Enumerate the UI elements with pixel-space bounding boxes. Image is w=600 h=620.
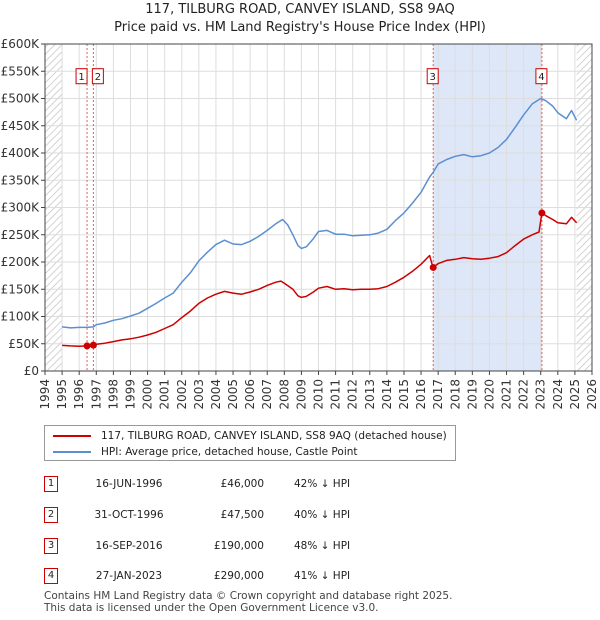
- y-tick-label: £550K: [1, 64, 41, 78]
- table-row: 2 31-OCT-1996 £47,500 40% ↓ HPI: [44, 507, 404, 525]
- x-tick-label: 2006: [243, 379, 257, 410]
- y-tick-label: £50K: [8, 337, 40, 351]
- x-tick-label: 2005: [226, 379, 240, 410]
- legend-item-hpi: HPI: Average price, detached house, Cast…: [53, 444, 358, 460]
- x-tick-label: 2012: [346, 379, 360, 410]
- x-tick-label: 2017: [431, 379, 445, 410]
- transaction-point: [89, 341, 97, 349]
- legend-label-property: 117, TILBURG ROAD, CANVEY ISLAND, SS8 9A…: [101, 430, 447, 442]
- y-tick-label: £500K: [1, 92, 41, 106]
- x-tick-label: 2004: [209, 379, 223, 410]
- footer-copyright: Contains HM Land Registry data © Crown c…: [44, 590, 453, 602]
- y-tick-label: £200K: [1, 255, 41, 269]
- x-tick-label: 2001: [158, 379, 172, 410]
- x-tick-label: 2003: [192, 379, 206, 410]
- chart-subtitle: Price paid vs. HM Land Registry's House …: [114, 20, 486, 35]
- table-row: 3 16-SEP-2016 £190,000 48% ↓ HPI: [44, 538, 404, 556]
- transaction-marker-label: 3: [430, 72, 436, 83]
- legend-swatch-property: [53, 435, 91, 437]
- x-tick-label: 2000: [141, 379, 155, 410]
- x-tick-label: 2011: [329, 379, 343, 410]
- x-tick-label: 2010: [312, 379, 326, 410]
- y-tick-label: £450K: [1, 119, 41, 133]
- transaction-price: £190,000: [213, 540, 264, 552]
- property-price-line: [62, 212, 578, 347]
- transaction-hpi-diff: 42% ↓ HPI: [294, 478, 351, 490]
- transaction-point: [83, 342, 91, 350]
- transaction-marker-box: [75, 68, 88, 85]
- transaction-hpi-diff: 40% ↓ HPI: [294, 509, 351, 521]
- footer-license: This data is licensed under the Open Gov…: [44, 602, 379, 614]
- x-tick-label: 2026: [585, 379, 599, 410]
- x-tick-label: 1994: [38, 379, 52, 410]
- y-tick-label: £300K: [1, 201, 41, 215]
- y-tick-label: £250K: [1, 228, 41, 242]
- y-tick-label: £400K: [1, 146, 41, 160]
- transaction-point: [538, 209, 546, 217]
- x-tick-label: 1998: [106, 379, 120, 410]
- transaction-number: 4: [44, 568, 58, 584]
- transaction-marker-label: 1: [78, 72, 84, 83]
- transaction-marker-box: [426, 68, 439, 85]
- x-tick-label: 2008: [277, 379, 291, 410]
- y-tick-label: £150K: [1, 282, 41, 296]
- plot-frame: [44, 43, 593, 372]
- chart-title-block: 117, TILBURG ROAD, CANVEY ISLAND, SS8 9A…: [0, 1, 600, 37]
- x-tick-label: 2023: [534, 379, 548, 410]
- transaction-number: 3: [44, 538, 58, 554]
- chart-title: 117, TILBURG ROAD, CANVEY ISLAND, SS8 9A…: [145, 2, 455, 17]
- y-tick-label: £600K: [1, 37, 41, 51]
- x-tick-label: 1996: [72, 379, 86, 410]
- transaction-date: 31-OCT-1996: [94, 509, 164, 521]
- x-tick-label: 2021: [500, 379, 514, 410]
- table-row: 1 16-JUN-1996 £46,000 42% ↓ HPI: [44, 476, 404, 494]
- transaction-hpi-diff: 41% ↓ HPI: [294, 570, 351, 582]
- x-tick-label: 2024: [551, 379, 565, 410]
- x-tick-label: 2025: [568, 379, 582, 410]
- x-tick-label: 2019: [465, 379, 479, 410]
- transaction-number: 2: [44, 507, 58, 523]
- y-tick-label: £350K: [1, 173, 41, 187]
- legend: 117, TILBURG ROAD, CANVEY ISLAND, SS8 9A…: [44, 425, 456, 461]
- table-row: 4 27-JAN-2023 £290,000 41% ↓ HPI: [44, 568, 404, 586]
- legend-label-hpi: HPI: Average price, detached house, Cast…: [101, 446, 358, 458]
- transaction-marker-label: 4: [538, 72, 544, 83]
- transaction-price: £290,000: [213, 570, 264, 582]
- y-tick-label: £100K: [1, 310, 41, 324]
- transaction-point: [429, 263, 437, 271]
- transaction-marker-label: 2: [95, 72, 101, 83]
- x-tick-label: 2013: [363, 379, 377, 410]
- footer: Contains HM Land Registry data © Crown c…: [44, 590, 564, 614]
- x-tick-label: 1997: [89, 379, 103, 410]
- transaction-price: £47,500: [220, 509, 264, 521]
- x-tick-label: 1995: [55, 379, 69, 410]
- x-tick-label: 2016: [414, 379, 428, 410]
- transaction-price: £46,000: [220, 478, 264, 490]
- x-tick-label: 2014: [380, 379, 394, 410]
- transaction-date: 27-JAN-2023: [95, 570, 163, 582]
- transaction-number: 1: [44, 476, 58, 492]
- legend-swatch-hpi: [53, 451, 91, 453]
- transaction-date: 16-SEP-2016: [95, 540, 163, 552]
- x-tick-label: 2018: [448, 379, 462, 410]
- legend-item-property: 117, TILBURG ROAD, CANVEY ISLAND, SS8 9A…: [53, 428, 447, 444]
- transaction-marker-box: [535, 68, 548, 85]
- x-tick-label: 2007: [260, 379, 274, 410]
- hpi-line: [62, 97, 578, 329]
- transaction-marker-box: [91, 68, 104, 85]
- x-tick-label: 2022: [517, 379, 531, 410]
- transaction-date: 16-JUN-1996: [95, 478, 163, 490]
- transaction-hpi-diff: 48% ↓ HPI: [294, 540, 351, 552]
- x-tick-label: 1999: [123, 379, 137, 410]
- x-tick-label: 2009: [294, 379, 308, 410]
- y-tick-label: £0: [24, 364, 39, 378]
- x-tick-label: 2015: [397, 379, 411, 410]
- x-tick-label: 2020: [482, 379, 496, 410]
- x-tick-label: 2002: [175, 379, 189, 410]
